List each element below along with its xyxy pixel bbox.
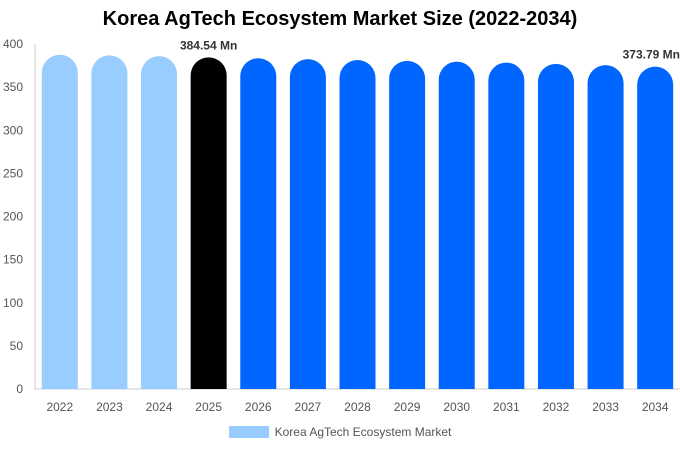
x-tick-label: 2033 [592,400,619,414]
data-label-2034: 373.79 Mn [623,48,680,62]
data-label-2025: 384.54 Mn [180,38,237,52]
bar-2027 [289,59,326,389]
y-tick-label: 250 [3,166,23,180]
x-tick-label: 2026 [245,400,272,414]
x-tick-label: 2022 [46,400,73,414]
y-tick-label: 0 [16,382,23,396]
legend-swatch [228,426,269,438]
x-tick-label: 2024 [146,400,173,414]
bar-2033 [587,65,624,389]
bar-2032 [537,63,574,390]
chart-title: Korea AgTech Ecosystem Market Size (2022… [102,8,578,30]
legend[interactable]: Korea AgTech Ecosystem Market [0,425,680,439]
x-tick-label: 2023 [96,400,123,414]
bar-2025 [190,57,227,389]
x-tick-label: 2025 [195,400,222,414]
x-tick-label: 2028 [344,400,371,414]
legend-label: Korea AgTech Ecosystem Market [274,425,452,439]
y-tick-label: 300 [3,123,23,137]
x-tick-label: 2034 [642,400,669,414]
bar-2034 [637,66,674,389]
bar-2031 [488,62,525,390]
x-tick-label: 2027 [295,400,322,414]
bar-2022 [41,54,78,389]
y-tick-label: 100 [3,296,23,310]
y-tick-label: 350 [3,80,23,94]
y-tick-label: 150 [3,253,23,267]
bar-2024 [141,56,178,389]
bar-2029 [389,60,426,389]
x-tick-label: 2031 [493,400,520,414]
y-tick-label: 50 [10,339,24,353]
x-tick-label: 2032 [543,400,570,414]
y-tick-label: 200 [3,210,23,224]
x-tick-label: 2029 [394,400,421,414]
bar-2028 [339,59,376,390]
x-tick-label: 2030 [443,400,470,414]
bar-2030 [438,61,475,390]
bar-2023 [91,55,128,389]
bar-2026 [240,58,277,389]
bar-chart: 0 50 100 150 200 250 300 350 400 2022 2023 2024 2025… [3,37,680,414]
y-tick-label: 400 [3,37,23,51]
